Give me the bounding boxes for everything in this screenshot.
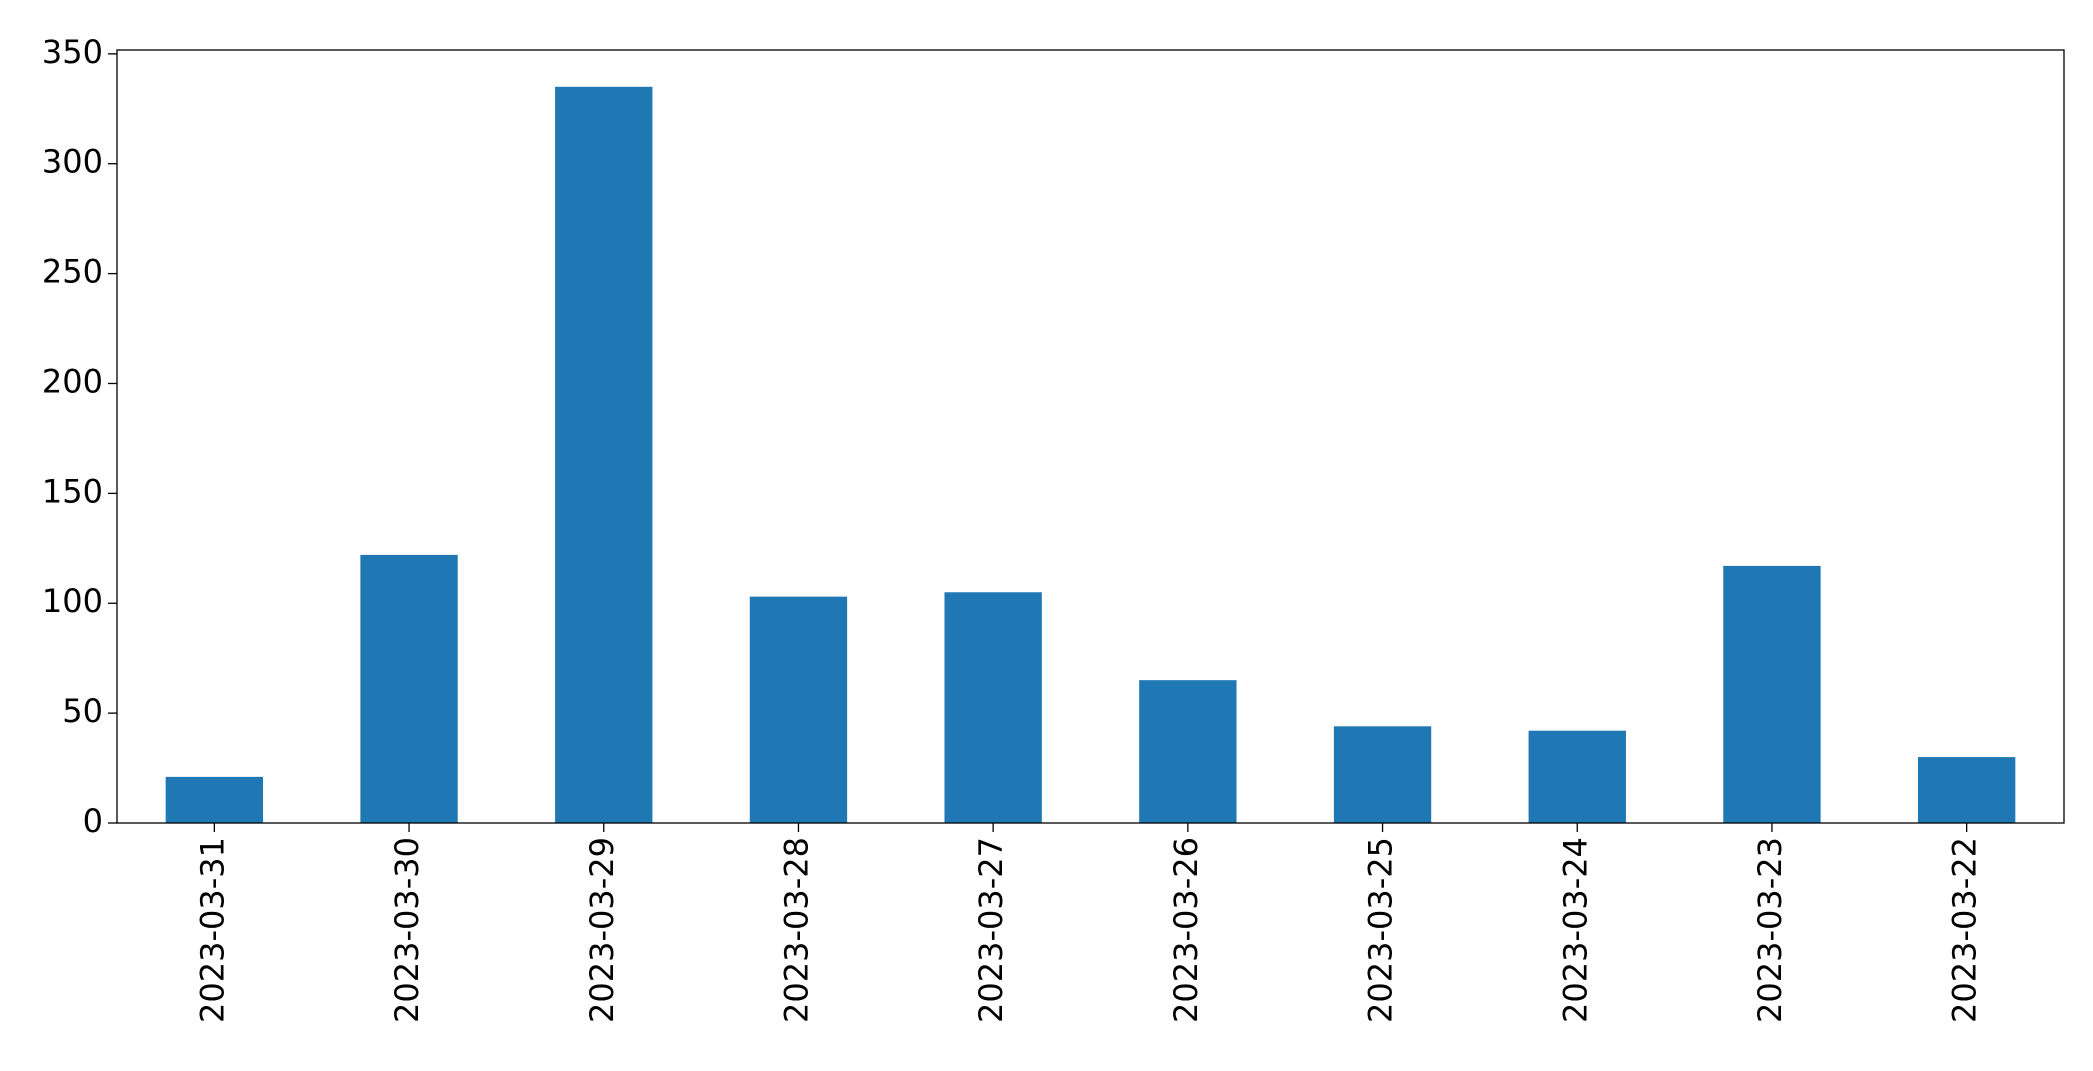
y-tick-label: 200: [42, 362, 103, 400]
bar: [360, 554, 458, 823]
x-tick-label: 2023-03-29: [583, 837, 621, 1023]
x-tick-label: 2023-03-22: [1946, 837, 1984, 1023]
x-tick-label: 2023-03-30: [388, 837, 426, 1023]
x-tick-label: 2023-03-27: [972, 837, 1010, 1023]
x-tick-label: 2023-03-31: [193, 837, 231, 1023]
y-tick-label: 50: [62, 692, 103, 730]
y-tick-label: 350: [42, 33, 103, 71]
x-tick-label: 2023-03-24: [1556, 837, 1594, 1023]
x-tick-label: 2023-03-28: [777, 837, 815, 1023]
bar: [1723, 565, 1821, 823]
bar: [555, 86, 653, 824]
y-tick-label: 0: [83, 802, 103, 840]
bar: [1333, 726, 1432, 823]
y-tick-label: 250: [42, 253, 103, 291]
plot-frame: [116, 49, 2065, 824]
bar: [749, 596, 848, 823]
y-tick-label: 300: [42, 143, 103, 181]
bar: [1528, 730, 1626, 823]
bar: [944, 592, 1042, 823]
x-tick-label: 2023-03-25: [1362, 837, 1400, 1023]
x-tick-label: 2023-03-23: [1751, 837, 1789, 1023]
x-tick-label: 2023-03-26: [1167, 837, 1205, 1023]
bar: [1139, 680, 1237, 823]
y-tick-label: 100: [42, 582, 103, 620]
y-tick-label: 150: [42, 472, 103, 510]
bar: [1917, 757, 2016, 823]
bar: [165, 776, 264, 823]
